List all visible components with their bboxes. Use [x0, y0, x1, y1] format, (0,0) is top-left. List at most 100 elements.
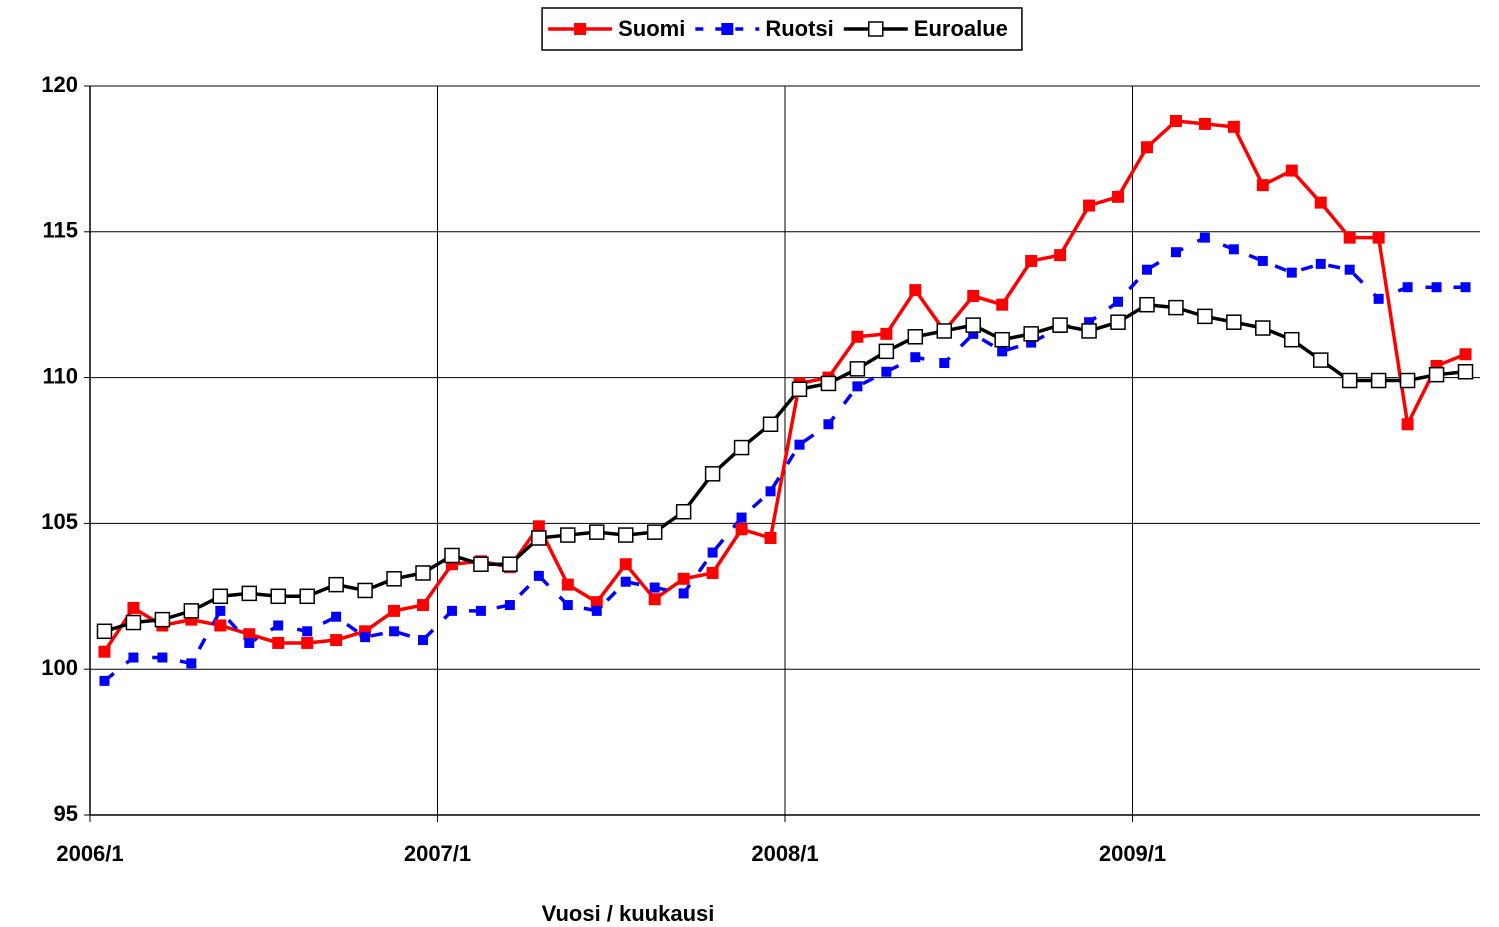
marker — [849, 361, 866, 377]
marker — [617, 527, 634, 543]
marker — [736, 512, 747, 523]
marker — [157, 652, 168, 663]
marker — [243, 628, 256, 641]
marker — [96, 623, 113, 640]
marker — [357, 582, 373, 599]
y-tick-label: 100 — [41, 655, 78, 680]
marker — [936, 323, 953, 339]
marker — [996, 298, 1009, 311]
marker — [1169, 114, 1182, 127]
x-tick-label: 2009/1 — [1099, 841, 1166, 866]
legend-item: Ruotsi — [695, 16, 834, 41]
marker — [1428, 366, 1445, 383]
marker — [1285, 164, 1298, 177]
marker — [1170, 247, 1181, 258]
marker — [1199, 232, 1210, 243]
legend-label: Ruotsi — [765, 16, 833, 41]
marker — [1228, 244, 1239, 255]
marker — [1083, 199, 1096, 212]
marker — [1286, 267, 1297, 278]
marker — [851, 330, 864, 343]
marker — [997, 346, 1008, 357]
marker — [1084, 317, 1095, 328]
marker — [1312, 352, 1329, 368]
marker — [417, 599, 430, 612]
marker — [1399, 372, 1416, 389]
marker — [273, 620, 284, 631]
y-tick-label: 115 — [43, 218, 79, 243]
marker — [1140, 141, 1153, 154]
marker — [299, 588, 315, 605]
marker — [128, 652, 139, 663]
marker — [1255, 320, 1271, 336]
marker — [675, 503, 692, 520]
marker — [733, 439, 750, 456]
marker — [1023, 326, 1039, 342]
marker — [881, 366, 892, 377]
marker — [302, 626, 313, 637]
marker — [1315, 258, 1326, 269]
marker — [1341, 372, 1358, 389]
marker — [1257, 255, 1268, 266]
marker — [1141, 264, 1152, 275]
marker — [1344, 264, 1355, 275]
marker — [212, 588, 229, 605]
marker — [1373, 293, 1384, 304]
marker — [968, 328, 979, 339]
marker — [1256, 179, 1269, 192]
marker — [1110, 314, 1126, 330]
marker — [562, 600, 573, 611]
marker — [764, 531, 777, 544]
marker — [619, 558, 632, 571]
marker — [677, 572, 690, 585]
marker — [532, 520, 545, 533]
marker — [1197, 308, 1213, 325]
marker — [1457, 364, 1474, 380]
marker — [1198, 117, 1211, 130]
marker — [473, 556, 489, 572]
marker — [1227, 120, 1240, 133]
marker — [1370, 372, 1387, 389]
marker — [215, 605, 226, 616]
marker — [620, 576, 631, 587]
marker — [1343, 231, 1356, 244]
marker — [1372, 231, 1385, 244]
marker — [907, 329, 924, 345]
marker — [648, 593, 661, 606]
marker — [183, 603, 200, 619]
marker — [1459, 348, 1472, 361]
marker — [98, 645, 111, 658]
y-tick-label: 95 — [54, 801, 78, 826]
marker — [646, 524, 663, 540]
marker — [561, 578, 574, 591]
marker — [388, 604, 401, 617]
marker — [386, 571, 402, 587]
marker — [1168, 299, 1184, 316]
marker — [186, 658, 197, 669]
legend-marker — [868, 21, 884, 37]
marker — [1113, 296, 1124, 307]
y-tick-label: 105 — [41, 509, 78, 534]
x-tick-label: 2007/1 — [404, 841, 471, 866]
legend-item: Suomi — [548, 16, 685, 41]
marker — [589, 524, 605, 540]
marker — [994, 331, 1010, 348]
marker — [762, 416, 779, 433]
marker — [415, 565, 431, 581]
legend-label: Suomi — [618, 16, 685, 41]
legend-label: Euroalue — [914, 16, 1008, 41]
marker — [707, 547, 718, 558]
marker — [531, 530, 547, 546]
marker — [965, 317, 981, 333]
marker — [910, 352, 921, 363]
marker — [214, 619, 227, 632]
y-tick-label: 120 — [41, 72, 78, 97]
marker — [878, 343, 895, 360]
marker — [704, 466, 721, 482]
marker — [560, 527, 576, 543]
marker — [1431, 282, 1442, 293]
marker — [735, 523, 748, 536]
marker — [791, 381, 808, 398]
marker — [475, 605, 486, 616]
